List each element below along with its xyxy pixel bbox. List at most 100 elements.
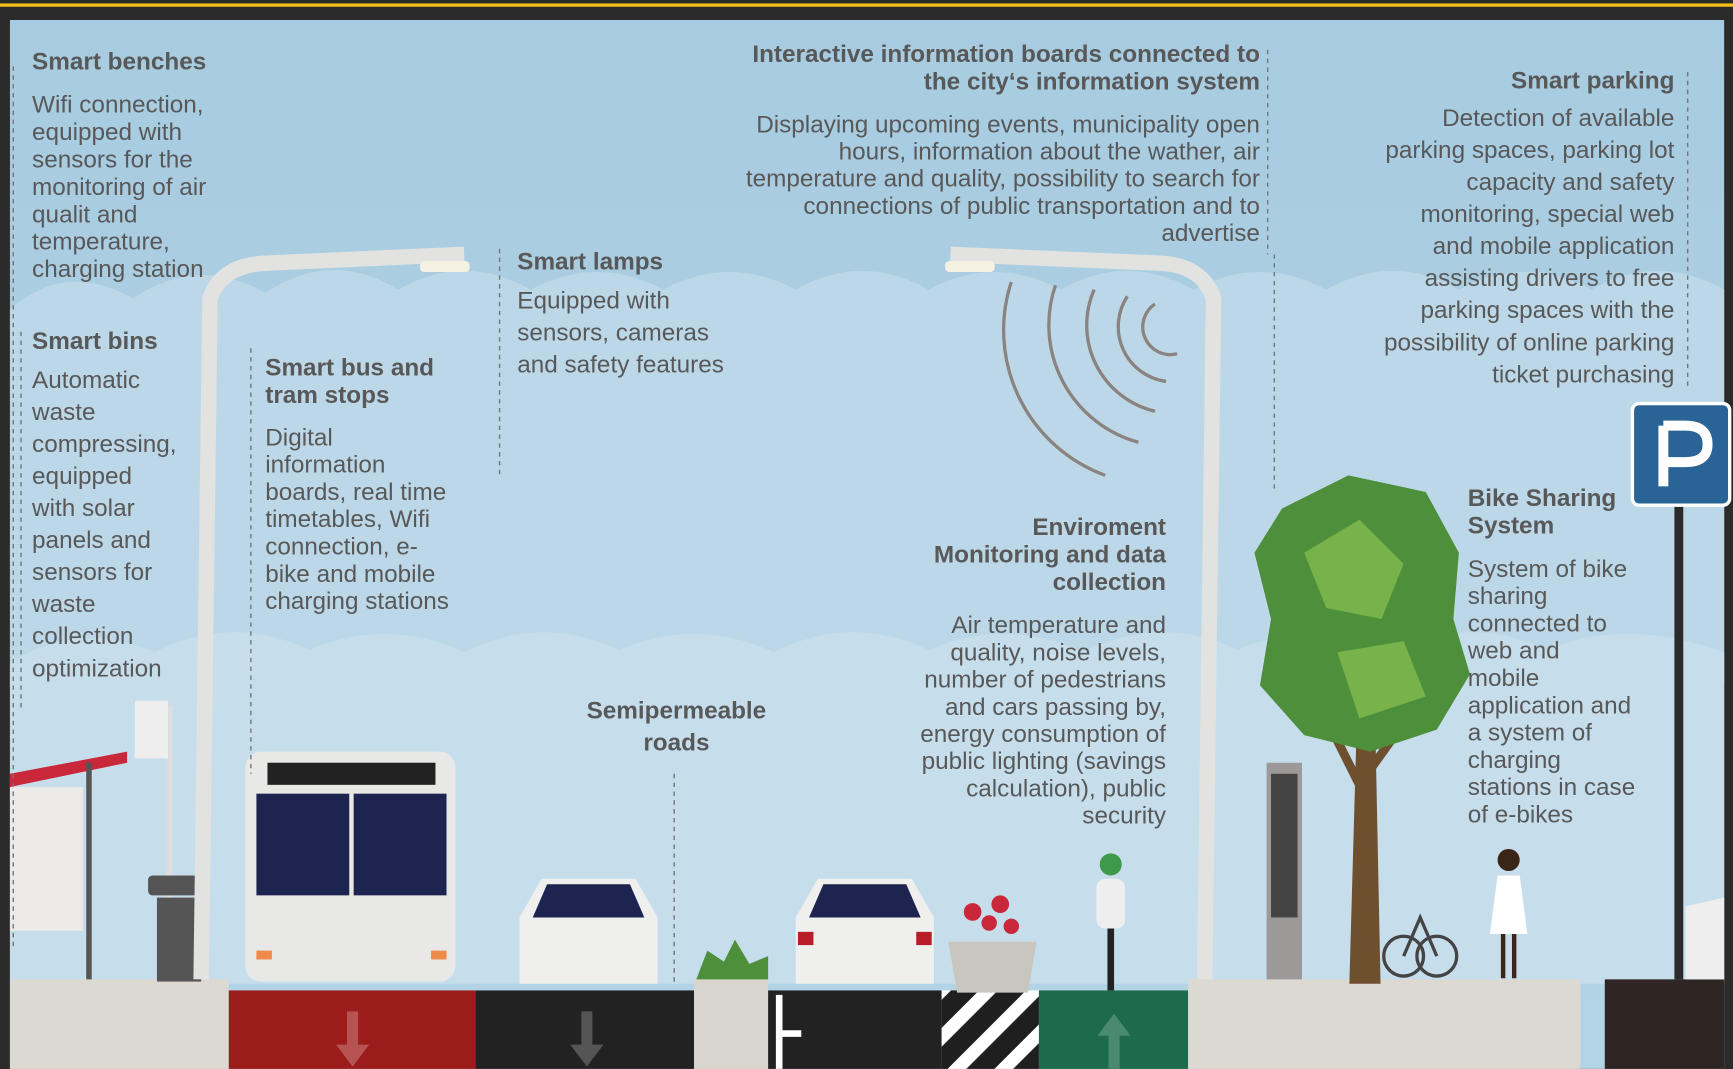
- section-text: temperature and quality, possibility to …: [746, 166, 1260, 193]
- planter: [948, 942, 1036, 993]
- section-text: sensors, cameras: [517, 319, 709, 346]
- section-text: security: [1082, 803, 1167, 830]
- section-text: parking spaces, parking lot: [1385, 137, 1674, 164]
- section-text: a system of: [1468, 720, 1592, 747]
- stop-sign: [135, 701, 168, 758]
- section-title: System: [1468, 513, 1554, 540]
- section-text: qualit and: [32, 201, 137, 228]
- section-text: equipped with: [32, 119, 182, 146]
- section-text: and cars passing by,: [945, 694, 1166, 721]
- car-window: [809, 884, 921, 917]
- section-text: sensors for: [32, 559, 152, 586]
- parking-lane: [1605, 979, 1724, 1069]
- section-title: Monitoring and data: [934, 541, 1167, 568]
- section-text: collection: [32, 623, 133, 650]
- section-text: Wifi connection,: [32, 92, 204, 119]
- section-text: and mobile application: [1433, 233, 1675, 260]
- section-text: boards, real time: [265, 479, 446, 506]
- bus-light: [256, 951, 271, 960]
- pedestrian-head: [1498, 849, 1520, 871]
- section-text: public lighting (savings: [922, 748, 1166, 775]
- section-title: Smart parking: [1511, 67, 1674, 94]
- cyclist: [1096, 879, 1125, 929]
- section-text: parking spaces with the: [1421, 297, 1675, 324]
- section-text: equipped: [32, 463, 132, 490]
- car-window: [533, 884, 645, 917]
- section-text: capacity and safety: [1466, 169, 1675, 196]
- car-light: [798, 932, 813, 945]
- section-text: monitoring, special web: [1421, 201, 1675, 228]
- infographic: Smart benchesWifi connection,equipped wi…: [0, 0, 1733, 1069]
- section-text: ticket purchasing: [1492, 361, 1674, 388]
- section-text: of e-bikes: [1468, 802, 1573, 829]
- bus-light: [431, 951, 446, 960]
- pedestrian-leg: [1501, 934, 1505, 978]
- bus-window: [354, 794, 447, 896]
- section-text: mobile: [1468, 665, 1540, 692]
- section-text: Digital: [265, 424, 333, 451]
- section-title: Smart bus and: [265, 355, 434, 382]
- section-text: web and: [1467, 638, 1560, 665]
- section-text: assisting drivers to free: [1425, 265, 1675, 292]
- section-title: Bike Sharing: [1468, 485, 1617, 512]
- hatched-zone: [942, 990, 1039, 1068]
- bus-display: [267, 763, 435, 785]
- section-text: charging: [1468, 747, 1561, 774]
- info-screen: [1271, 774, 1298, 918]
- section-title: tram stops: [265, 382, 389, 409]
- section-text: Automatic: [32, 367, 140, 394]
- section-title: Enviroment: [1032, 514, 1166, 541]
- section-text: Displaying upcoming events, municipality…: [756, 112, 1260, 139]
- section-title: Smart benches: [32, 49, 206, 76]
- section-text: waste: [31, 591, 95, 618]
- section-text: Air temperature and: [951, 612, 1166, 639]
- parked-car: [1685, 898, 1724, 980]
- section-title: roads: [643, 729, 709, 756]
- section-text: quality, noise levels,: [950, 639, 1166, 666]
- section-text: compressing,: [32, 431, 177, 458]
- section-text: hours, information about the wather, air: [839, 139, 1260, 166]
- section-text: application and: [1468, 692, 1631, 719]
- section-text: number of pedestrians: [924, 667, 1166, 694]
- section-text: possibility of online parking: [1384, 329, 1674, 356]
- section-text: sensors for the: [32, 146, 193, 173]
- parking-sign: [1632, 404, 1729, 506]
- section-title: Interactive information boards connected…: [752, 41, 1260, 68]
- section-text: sharing: [1468, 583, 1548, 610]
- lamp-light: [420, 261, 470, 272]
- sidewalk: [1188, 979, 1580, 1069]
- page: {"sections":[ {"title":["Smart benches"]…: [0, 0, 1733, 1069]
- section-text: calculation), public: [966, 775, 1166, 802]
- bus-window: [256, 794, 349, 896]
- section-title: collection: [1053, 569, 1166, 596]
- lamp-light: [945, 261, 995, 272]
- section-text: optimization: [32, 655, 162, 682]
- section-text: panels and: [32, 527, 151, 554]
- section-text: with solar: [31, 495, 135, 522]
- shelter-board: [10, 787, 83, 931]
- section-text: timetables, Wifi: [265, 506, 430, 533]
- section-title: Semipermeable: [587, 697, 767, 724]
- section-text: bike and mobile: [265, 561, 435, 588]
- sidewalk: [10, 979, 229, 1069]
- section-title: Smart bins: [32, 328, 158, 355]
- section-text: energy consumption of: [920, 721, 1166, 748]
- section-text: stations in case: [1468, 774, 1635, 801]
- section-text: Detection of available: [1442, 105, 1674, 132]
- section-text: System of bike: [1468, 556, 1627, 583]
- section-text: connections of public transportation and…: [803, 193, 1260, 220]
- section-text: and safety features: [517, 351, 724, 378]
- car-light: [916, 932, 931, 945]
- bike: [1107, 929, 1114, 991]
- pedestrian-leg: [1512, 934, 1516, 978]
- top-stripe: [0, 3, 1733, 6]
- section-text: monitoring of air: [32, 174, 206, 201]
- median: [694, 979, 768, 1069]
- section-text: information: [265, 452, 385, 479]
- section-text: waste: [31, 399, 95, 426]
- section-text: connection, e-: [265, 534, 418, 561]
- section-text: connected to: [1468, 610, 1607, 637]
- section-text: charging station: [32, 256, 204, 283]
- sign-post: [1674, 503, 1683, 979]
- section-text: charging stations: [265, 588, 449, 615]
